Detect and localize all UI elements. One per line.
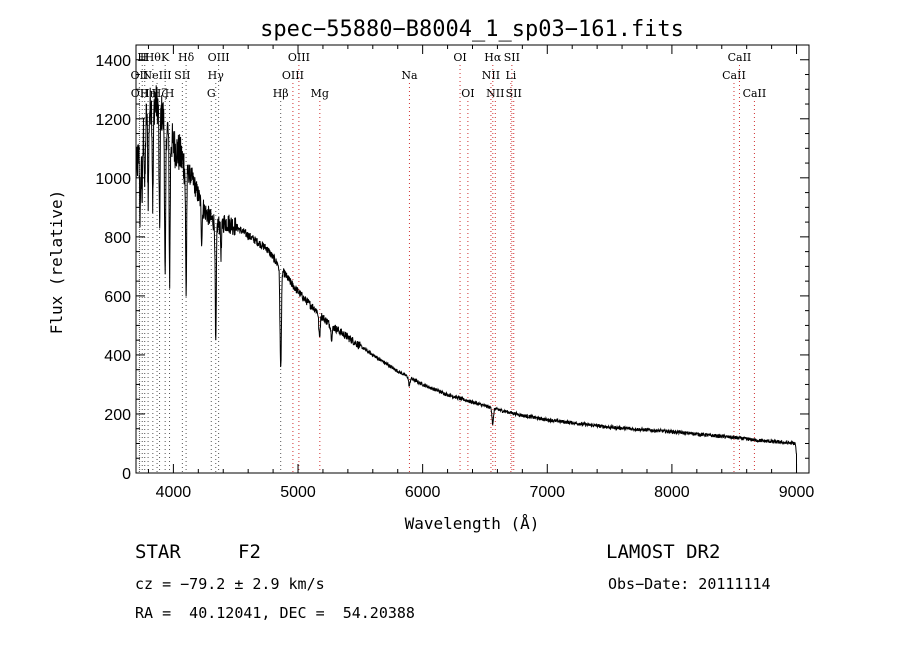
spectrum-line [135,85,797,473]
line-marker-label: OI [461,87,474,100]
x-tick-label: 5000 [280,484,316,501]
x-tick-label: 4000 [156,484,192,501]
line-marker-label: Na [401,69,418,82]
x-tick-label: 9000 [779,484,815,501]
velocity-readout: cz = −79.2 ± 2.9 km/s [135,575,325,593]
y-tick-label: 1000 [95,171,131,188]
line-marker-label: OIII [288,51,310,64]
object-subclass: F2 [238,541,261,563]
line-marker-label: NII [482,69,500,82]
line-marker-label: NII [486,87,504,100]
line-marker-label: CaII [743,87,767,100]
line-marker-label: K [161,51,170,64]
y-tick-label: 800 [104,230,131,247]
line-marker-label: SII [506,87,522,100]
line-marker-label: G [207,87,216,100]
line-marker-label: OII [131,87,149,100]
coordinates-readout: RA = 40.12041, DEC = 54.20388 [135,604,415,622]
y-tick-label: 600 [104,289,131,306]
line-marker-label: Hθ [145,51,162,64]
line-marker-label: Hα [484,51,502,64]
observation-date: Obs−Date: 20111114 [608,575,771,593]
y-tick-label: 1400 [95,53,131,70]
y-tick-label: 1200 [95,112,131,129]
line-marker-label: Hγ [208,69,225,82]
line-marker-label: Mg [311,87,329,100]
line-marker-label: Li [505,69,516,82]
x-tick-label: 6000 [405,484,441,501]
line-marker-label: SII [174,69,190,82]
chart-title: spec−55880−B8004_1_sp03−161.fits [260,17,684,42]
y-tick-label: 400 [104,348,131,365]
y-tick-label: 0 [122,466,131,483]
line-marker-label: CaII [728,51,752,64]
line-marker-label: CaII [722,69,746,82]
line-marker-label: H [165,87,175,100]
line-marker-label: SII [504,51,520,64]
line-marker-label: OIII [208,51,230,64]
line-marker-label: Hβ [273,87,289,100]
y-tick-label: 200 [104,407,131,424]
line-marker-label: Hδ [178,51,195,64]
line-marker-label: H [140,51,150,64]
x-axis-label: Wavelength (Å) [405,514,540,533]
x-tick-label: 8000 [654,484,690,501]
survey-name: LAMOST DR2 [606,541,721,563]
y-axis-label: Flux (relative) [47,190,66,335]
plot-frame [135,44,810,474]
x-tick-label: 7000 [529,484,565,501]
line-marker-label: NeIII [142,69,171,82]
line-marker-label: OIII [282,69,304,82]
line-marker-label: H [137,51,147,64]
line-marker-label: OII [131,69,149,82]
object-class: STAR [135,541,181,563]
line-marker-label: OI [453,51,466,64]
line-marker-label: Hη [140,87,156,100]
axes: 4000 5000 6000 7000 8000 9000 0 200 400 600 800 100… [95,44,815,501]
line-markers: OIIOIIHHHηHθNeIIIHζKHSIIHδGHγOIIIHβOIIIO… [131,51,767,473]
